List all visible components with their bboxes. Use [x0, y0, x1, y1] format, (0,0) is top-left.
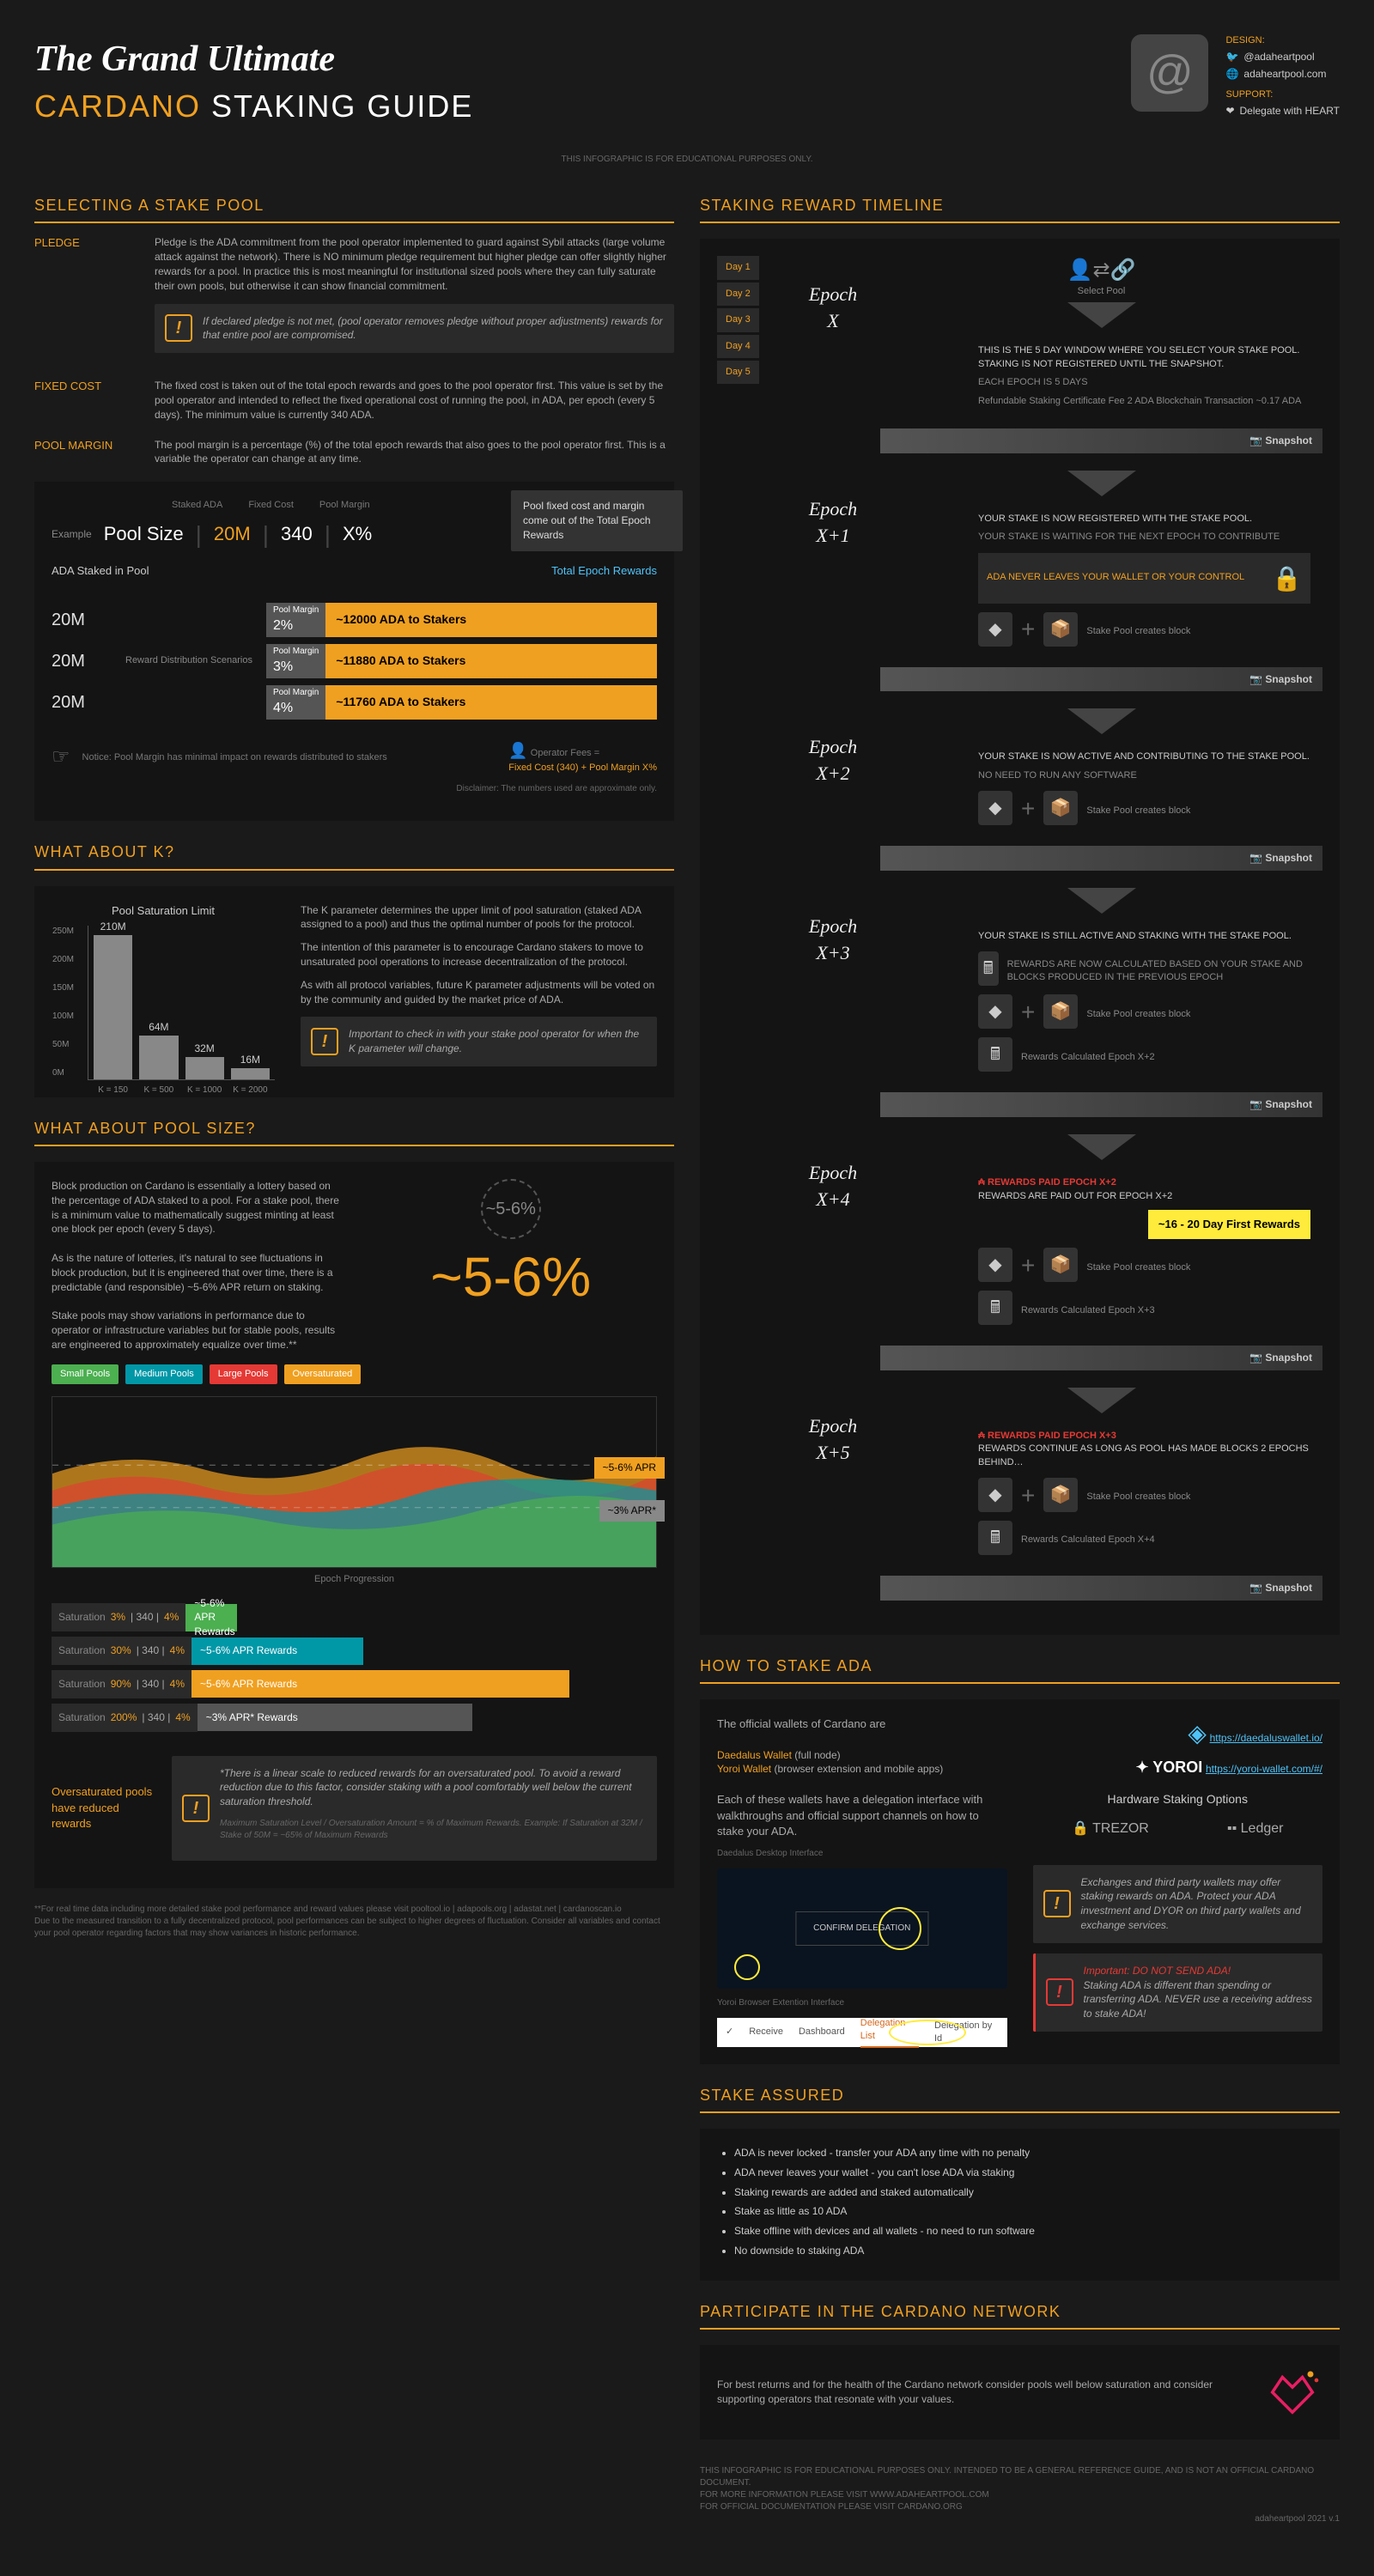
- warning-icon: !: [1043, 1890, 1071, 1917]
- epoch-block: EpochX+1 YOUR STAKE IS NOW REGISTERED WI…: [820, 471, 1322, 692]
- example-panel: Staked ADA Fixed Cost Pool Margin Exampl…: [34, 482, 674, 821]
- main-title: CARDANO STAKING GUIDE: [34, 85, 473, 128]
- howto-panel: The official wallets of Cardano are Daed…: [700, 1699, 1340, 2064]
- participate-panel: For best returns and for the health of t…: [700, 2345, 1340, 2439]
- calc-icon: 🖩: [978, 1291, 1012, 1325]
- yoroi-link[interactable]: https://yoroi-wallet.com/#/: [1206, 1763, 1322, 1775]
- section-k: WHAT ABOUT K?: [34, 841, 674, 870]
- epoch-label: EpochX+2: [794, 734, 872, 787]
- poolsize-panel: Block production on Cardano is essential…: [34, 1162, 674, 1888]
- k-panel: Pool Saturation Limit 250M200M150M100M50…: [34, 886, 674, 1097]
- section-participate: PARTICIPATE IN THE CARDANO NETWORK: [700, 2301, 1340, 2330]
- saturation-row: Saturation 3% | 340 | 4% ~5-6% APR Rewar…: [52, 1603, 657, 1631]
- credits: DESIGN: 🐦@adaheartpool 🌐adaheartpool.com…: [1225, 34, 1340, 121]
- saturation-row: Saturation 90% | 340 | 4% ~5-6% APR Rewa…: [52, 1670, 657, 1698]
- yoroi-tabs: ✓ Receive Dashboard Delegation List Dele…: [717, 2018, 1007, 2047]
- first-rewards-tag: ~16 - 20 Day First Rewards: [1148, 1210, 1310, 1239]
- k-bar-chart: Pool Saturation Limit 250M200M150M100M50…: [52, 903, 275, 1080]
- daedalus-link[interactable]: https://daedaluswallet.io/: [1210, 1732, 1322, 1744]
- footer: THIS INFOGRAPHIC IS FOR EDUCATIONAL PURP…: [700, 2465, 1340, 2525]
- snapshot-bar: 📷 Snapshot: [880, 428, 1322, 453]
- footnote: **For real time data including more deta…: [34, 1904, 674, 1940]
- epoch-label: EpochX+4: [794, 1160, 872, 1213]
- at-icon: @: [1131, 34, 1208, 112]
- top-disclaimer: THIS INFOGRAPHIC IS FOR EDUCATIONAL PURP…: [34, 154, 1340, 166]
- pool-margin-row: POOL MARGIN The pool margin is a percent…: [34, 438, 674, 467]
- epoch-label: EpochX+1: [794, 496, 872, 550]
- snapshot-bar: 📷 Snapshot: [880, 846, 1322, 871]
- callout-box: Pool fixed cost and margin come out of t…: [511, 490, 683, 550]
- title-block: The Grand Ultimate CARDANO STAKING GUIDE: [34, 34, 473, 128]
- section-assured: STAKE ASSURED: [700, 2085, 1340, 2113]
- section-howto: HOW TO STAKE ADA: [700, 1656, 1340, 1684]
- legend-item: Medium Pools: [125, 1364, 203, 1384]
- day-list: Day 1Day 2Day 3Day 4Day 5: [717, 256, 759, 386]
- scenario-row: Pool Margin4% ~11760 ADA to Stakers: [266, 685, 657, 720]
- assured-item: Stake as little as 10 ADA: [734, 2204, 1322, 2219]
- epoch-block: EpochX+3 YOUR STAKE IS STILL ACTIVE AND …: [820, 888, 1322, 1117]
- epoch-block: EpochX+4 ₳ REWARDS PAID EPOCH X+2REWARDS…: [820, 1134, 1322, 1370]
- trezor-label: 🔒 TREZOR: [1072, 1820, 1149, 1838]
- epoch-label: EpochX+5: [794, 1413, 872, 1467]
- legend-item: Large Pools: [210, 1364, 277, 1384]
- saturation-row: Saturation 30% | 340 | 4% ~5-6% APR Rewa…: [52, 1637, 657, 1665]
- snapshot-bar: 📷 Snapshot: [880, 667, 1322, 692]
- legend-item: Small Pools: [52, 1364, 119, 1384]
- assured-item: ADA is never locked - transfer your ADA …: [734, 2146, 1322, 2160]
- epoch-label: EpochX: [794, 282, 872, 335]
- calc-icon: 🖩: [978, 1037, 1012, 1072]
- epoch-block: EpochX+5 ₳ REWARDS PAID EPOCH X+3REWARDS…: [820, 1388, 1322, 1601]
- warning-icon: !: [165, 314, 192, 342]
- epoch-label: EpochX+3: [794, 914, 872, 967]
- k-bar: 16MK = 2000: [231, 1068, 270, 1079]
- assured-item: Stake offline with devices and all walle…: [734, 2224, 1322, 2239]
- snapshot-bar: 📷 Snapshot: [880, 1346, 1322, 1370]
- big-apr: ~5-6%: [365, 1239, 658, 1316]
- epoch-block: Day 1Day 2Day 3Day 4Day 5 EpochX 👤⇄🔗Sele…: [820, 256, 1322, 453]
- timeline-panel: Day 1Day 2Day 3Day 4Day 5 EpochX 👤⇄🔗Sele…: [700, 239, 1340, 1635]
- assured-item: No downside to staking ADA: [734, 2244, 1322, 2258]
- block-icon: ◆: [978, 791, 1012, 825]
- block-icon: ◆: [978, 1478, 1012, 1512]
- section-timeline: STAKING REWARD TIMELINE: [700, 195, 1340, 223]
- fixed-cost-row: FIXED COST The fixed cost is taken out o…: [34, 379, 674, 422]
- ledger-label: ▪▪ Ledger: [1227, 1820, 1284, 1838]
- danger-icon: !: [1046, 1978, 1073, 2006]
- scenario-row: Pool Margin2% ~12000 ADA to Stakers: [266, 603, 657, 637]
- right-column: STAKING REWARD TIMELINE Day 1Day 2Day 3D…: [700, 174, 1340, 2525]
- legend-item: Oversaturated: [284, 1364, 362, 1384]
- k-bar: 64MK = 500: [139, 1036, 178, 1079]
- block-icon: ◆: [978, 1248, 1012, 1282]
- calc-icon: 🖩: [978, 1521, 1012, 1555]
- snapshot-bar: 📷 Snapshot: [880, 1576, 1322, 1601]
- saturation-row: Saturation 200% | 340 | 4% ~3% APR* Rewa…: [52, 1704, 657, 1732]
- assured-item: ADA never leaves your wallet - you can't…: [734, 2166, 1322, 2180]
- pledge-row: PLEDGE Pledge is the ADA commitment from…: [34, 235, 674, 363]
- k-bar: 210MK = 150: [94, 935, 132, 1079]
- heart-logo-icon: [1262, 2362, 1322, 2422]
- area-chart: ~5-6% APR ~3% APR*: [52, 1396, 657, 1568]
- title-script: The Grand Ultimate: [34, 34, 473, 85]
- daedalus-screenshot: CONFIRM DELEGATION: [717, 1868, 1007, 1989]
- scenario-row: Pool Margin3% ~11880 ADA to Stakers: [266, 644, 657, 678]
- section-selecting: SELECTING A STAKE POOL: [34, 195, 674, 223]
- calc-icon: 🖩: [978, 951, 999, 986]
- block-icon: ◆: [978, 994, 1012, 1029]
- section-poolsize: WHAT ABOUT POOL SIZE?: [34, 1118, 674, 1146]
- assured-item: Staking rewards are added and staked aut…: [734, 2185, 1322, 2200]
- block-icon: ◆: [978, 612, 1012, 647]
- left-column: SELECTING A STAKE POOL PLEDGE Pledge is …: [34, 174, 674, 2525]
- warning-icon: !: [311, 1028, 338, 1055]
- snapshot-bar: 📷 Snapshot: [880, 1092, 1322, 1117]
- header: The Grand Ultimate CARDANO STAKING GUIDE…: [34, 34, 1340, 128]
- assured-panel: ADA is never locked - transfer your ADA …: [700, 2129, 1340, 2281]
- pledge-warning: ! If declared pledge is not met, (pool o…: [155, 304, 674, 354]
- k-bar: 32MK = 1000: [185, 1057, 224, 1079]
- warning-icon: !: [182, 1795, 210, 1822]
- chart-legend: Small Pools Medium Pools Large Pools Oversa…: [52, 1364, 657, 1384]
- epoch-block: EpochX+2 YOUR STAKE IS NOW ACTIVE AND CO…: [820, 708, 1322, 871]
